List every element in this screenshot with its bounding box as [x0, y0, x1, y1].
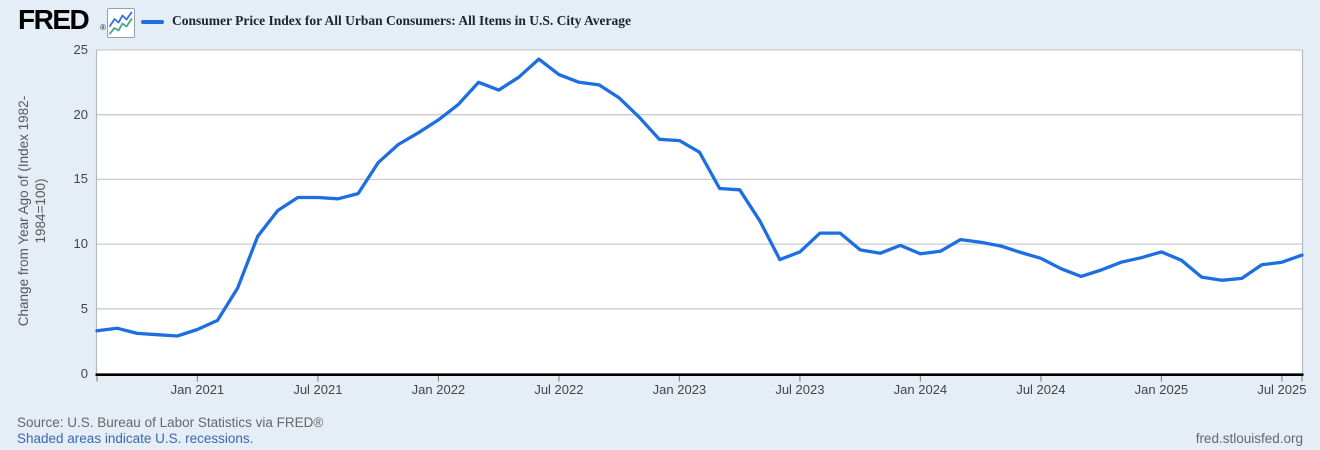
fred-site-url: fred.stlouisfed.org [1195, 431, 1303, 446]
y-tick-label: 10 [73, 236, 88, 252]
plot-area[interactable] [96, 50, 1303, 374]
y-tick-label: 25 [73, 42, 88, 57]
cpi-line-chart[interactable] [0, 0, 1320, 410]
series-legend-line [141, 20, 164, 24]
y-tick-label: 5 [80, 300, 88, 316]
registered-trademark: ® [100, 23, 106, 32]
y-tick-label: 20 [73, 106, 88, 122]
x-tick-label: Jul 2022 [534, 382, 584, 397]
fred-logo-chart-icon [107, 8, 135, 38]
y-tick-label: 0 [80, 365, 88, 381]
x-tick-label: Jul 2024 [1016, 382, 1066, 397]
y-axis-title-line2: 1984=100) [33, 178, 48, 244]
x-tick-label: Jan 2023 [652, 382, 707, 397]
x-tick-label: Jul 2023 [775, 382, 825, 397]
x-tick-label: Jan 2022 [411, 382, 466, 397]
x-tick-label: Jan 2024 [893, 382, 948, 397]
y-axis-title: Change from Year Ago of (Index 1982- 198… [15, 31, 51, 391]
x-tick-label: Jul 2021 [293, 382, 343, 397]
y-tick-label: 15 [73, 171, 88, 187]
source-attribution: Source: U.S. Bureau of Labor Statistics … [17, 415, 324, 430]
x-tick-label: Jan 2025 [1134, 382, 1189, 397]
fred-logo: FRED [18, 4, 90, 35]
chart-title: Consumer Price Index for All Urban Consu… [172, 13, 631, 28]
zigzag-sparkline-icon [109, 11, 133, 35]
y-axis-title-line1: Change from Year Ago of (Index 1982- [16, 95, 31, 327]
cpi-series-line[interactable] [95, 57, 1304, 338]
x-tick-label: Jul 2025 [1257, 382, 1307, 397]
recession-note-link[interactable]: Shaded areas indicate U.S. recessions. [17, 431, 254, 446]
x-tick-label: Jan 2021 [170, 382, 225, 397]
